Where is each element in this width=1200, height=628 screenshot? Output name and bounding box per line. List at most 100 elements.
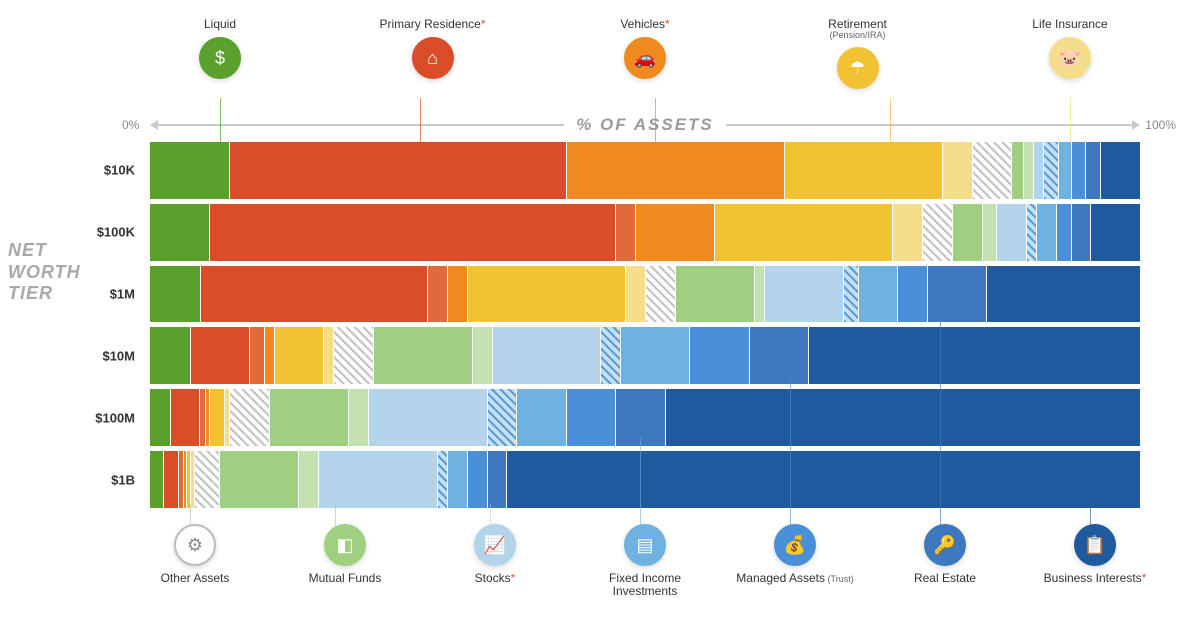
segment xyxy=(209,389,224,446)
segment xyxy=(373,327,472,384)
top-legend-row: Liquid$ Primary Residence*⌂ Vehicles* 🚗 Reti… xyxy=(150,18,1140,98)
x-axis: 0% % OF ASSETS 100% xyxy=(150,116,1140,134)
segment xyxy=(249,327,264,384)
top-legend-item: Retirement(Pension/IRA)☂ xyxy=(788,18,928,98)
row-label: $100M xyxy=(75,410,135,425)
segment xyxy=(447,266,467,323)
connector-line xyxy=(190,504,191,526)
legend-icon: 📈 xyxy=(474,524,516,566)
segment xyxy=(150,266,200,323)
connector-line xyxy=(940,321,941,526)
legend-label: Primary Residence* xyxy=(379,18,485,31)
segment xyxy=(645,266,675,323)
segment xyxy=(615,204,635,261)
connector-line xyxy=(790,378,791,526)
legend-icon: ⚙ xyxy=(174,524,216,566)
legend-label: Vehicles* xyxy=(620,18,669,31)
legend-label: Life Insurance xyxy=(1032,18,1107,31)
row-label: $10K xyxy=(75,163,135,178)
segment xyxy=(506,451,1140,508)
legend-label: Retirement(Pension/IRA) xyxy=(828,18,887,41)
legend-label: Managed Assets (Trust) xyxy=(736,572,853,585)
axis-max-label: 100% xyxy=(1145,118,1176,132)
segment xyxy=(150,389,170,446)
stacked-bar-chart: $10K$100K$1M$10M$100M$1B xyxy=(150,142,1140,508)
segment xyxy=(323,327,333,384)
segment xyxy=(229,389,269,446)
segment xyxy=(150,327,190,384)
segment xyxy=(150,142,229,199)
bottom-legend-item: 📋Business Interests* xyxy=(1030,524,1160,614)
connector-line xyxy=(640,438,641,526)
row-label: $10M xyxy=(75,348,135,363)
bottom-legend-item: 📈 Stocks* xyxy=(430,524,560,614)
segment xyxy=(892,204,922,261)
chart-row: $100M xyxy=(150,389,1140,446)
segment xyxy=(264,327,274,384)
segment xyxy=(952,204,982,261)
segment xyxy=(942,142,972,199)
top-legend-item: Vehicles* 🚗 xyxy=(575,18,715,98)
segment xyxy=(163,451,178,508)
connector-line xyxy=(655,98,656,142)
legend-icon: 💰 xyxy=(774,524,816,566)
legend-icon: 🐷 xyxy=(1049,37,1091,79)
segment xyxy=(1100,142,1140,199)
asset-composition-infographic: Liquid$ Primary Residence*⌂ Vehicles* 🚗 Reti… xyxy=(0,0,1200,628)
segment xyxy=(675,266,754,323)
segment xyxy=(1071,204,1091,261)
legend-icon: 🚗 xyxy=(624,37,666,79)
chart-title: % OF ASSETS xyxy=(564,115,726,135)
row-label: $100K xyxy=(75,225,135,240)
bottom-legend-item: ▤ Fixed Income Investments xyxy=(580,524,710,614)
segment xyxy=(996,204,1026,261)
segment xyxy=(754,266,764,323)
segment xyxy=(487,451,507,508)
connector-line xyxy=(420,98,421,142)
legend-label: Fixed Income Investments xyxy=(580,572,710,598)
segment xyxy=(516,389,566,446)
segment xyxy=(1011,142,1023,199)
segment xyxy=(764,266,843,323)
segment xyxy=(1058,142,1071,199)
legend-label: Other Assets xyxy=(161,572,230,585)
legend-label: Stocks* xyxy=(475,572,516,585)
segment xyxy=(665,389,1140,446)
segment xyxy=(1056,204,1071,261)
segment xyxy=(625,266,645,323)
legend-icon: 🔑 xyxy=(924,524,966,566)
bottom-legend-item: 💰 Managed Assets (Trust) xyxy=(730,524,860,614)
segment xyxy=(274,327,324,384)
axis-min-label: 0% xyxy=(122,118,139,132)
segment xyxy=(447,451,467,508)
top-legend-item: Life Insurance 🐷 xyxy=(1000,18,1140,98)
segment xyxy=(219,451,298,508)
top-legend-item: Primary Residence*⌂ xyxy=(363,18,503,98)
segment xyxy=(209,204,615,261)
segment xyxy=(467,266,625,323)
segment xyxy=(566,142,784,199)
connector-line xyxy=(1090,504,1091,526)
chart-row: $100K xyxy=(150,204,1140,261)
segment xyxy=(492,327,601,384)
segment xyxy=(1033,142,1043,199)
bottom-legend-row: ⚙Other Assets◧Mutual Funds📈Stocks*▤Fixed… xyxy=(130,524,1160,614)
segment xyxy=(1026,204,1036,261)
segment xyxy=(689,327,748,384)
segment xyxy=(200,266,428,323)
axis-arrow-right-icon xyxy=(1132,120,1140,130)
legend-icon: 📋 xyxy=(1074,524,1116,566)
segment xyxy=(897,266,927,323)
bottom-legend-item: 🔑 Real Estate xyxy=(880,524,1010,614)
segment xyxy=(487,389,517,446)
legend-label: Real Estate xyxy=(914,572,976,585)
segment xyxy=(467,451,487,508)
connector-line xyxy=(335,504,336,526)
segment xyxy=(194,451,220,508)
row-label: $1M xyxy=(75,287,135,302)
top-legend-item: Liquid$ xyxy=(150,18,290,98)
segment xyxy=(229,142,566,199)
segment xyxy=(566,389,616,446)
legend-icon: ▤ xyxy=(624,524,666,566)
segment xyxy=(1036,204,1056,261)
